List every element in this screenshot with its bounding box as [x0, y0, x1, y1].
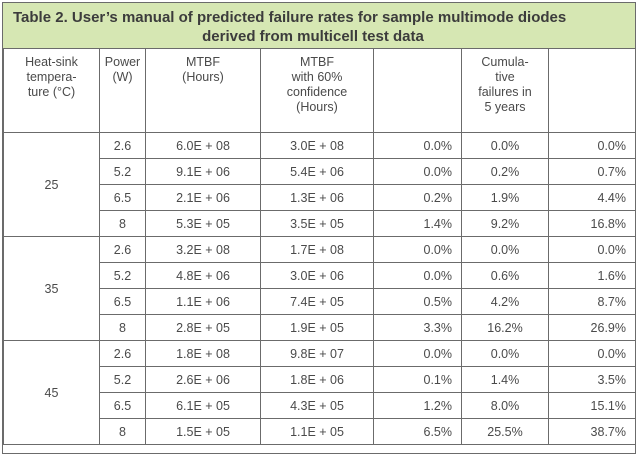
power-cell: 2.6 — [99, 340, 146, 367]
mtbf-cell: 6.1E + 05 — [145, 392, 261, 419]
cumulative-failure-cell: 4.2% — [461, 288, 549, 315]
mtbf-cell: 3.2E + 08 — [145, 236, 261, 263]
cumulative-failure-cell: 1.9% — [461, 184, 549, 211]
table-row: 35 2.6 3.2E + 08 1.7E + 08 0.0% 0.0% 0.0… — [3, 236, 636, 341]
cumulative-failure-cell: 8.0% — [461, 392, 549, 419]
power-cell: 8 — [99, 418, 146, 445]
temperature-cell: 35 — [3, 236, 100, 341]
table-row: 8 2.8E + 05 1.9E + 05 3.3% 16.2% 26.9% — [4, 314, 636, 341]
failure-pct-cell: 6.5% — [373, 418, 462, 445]
mtbf-60-cell: 3.5E + 05 — [260, 210, 374, 237]
cumulative-failure-cell: 0.0% — [461, 132, 549, 159]
mtbf-cell: 1.8E + 08 — [145, 340, 261, 367]
failure-pct-cell: 4.4% — [548, 184, 636, 211]
header-heat-sink-temperature: Heat-sink tempera- ture (°C) — [3, 48, 100, 133]
mtbf-60-cell: 4.3E + 05 — [260, 392, 374, 419]
cumulative-failure-cell: 25.5% — [461, 418, 549, 445]
table-row: 25 2.6 6.0E + 08 3.0E + 08 0.0% 0.0% 0.0… — [3, 132, 636, 237]
temperature-cell: 25 — [3, 132, 100, 237]
power-cell: 2.6 — [99, 236, 146, 263]
failure-pct-cell: 1.6% — [548, 262, 636, 289]
mtbf-cell: 5.3E + 05 — [145, 210, 261, 237]
power-cell: 8 — [99, 210, 146, 237]
header-cumulative-failures: Cumula- tive failures in 5 years — [461, 48, 549, 133]
power-cell: 2.6 — [99, 132, 146, 159]
mtbf-60-cell: 3.0E + 06 — [260, 262, 374, 289]
power-cell: 5.2 — [99, 262, 146, 289]
mtbf-60-cell: 9.8E + 07 — [260, 340, 374, 367]
table-row: 8 1.5E + 05 1.1E + 05 6.5% 25.5% 38.7% — [4, 418, 636, 445]
mtbf-60-cell: 5.4E + 06 — [260, 158, 374, 185]
failure-pct-cell: 0.2% — [373, 184, 462, 211]
failure-pct-cell: 0.0% — [373, 262, 462, 289]
mtbf-60-cell: 1.1E + 05 — [260, 418, 374, 445]
cumulative-failure-cell: 9.2% — [461, 210, 549, 237]
header-mtbf: MTBF (Hours) — [145, 48, 261, 133]
header-row: Heat-sink tempera- ture (°C) Power (W) M… — [3, 48, 636, 133]
mtbf-cell: 2.1E + 06 — [145, 184, 261, 211]
mtbf-cell: 6.0E + 08 — [145, 132, 261, 159]
failure-pct-cell: 1.2% — [373, 392, 462, 419]
table-row: 45 2.6 1.8E + 08 9.8E + 07 0.0% 0.0% 0.0… — [3, 340, 636, 445]
failure-pct-cell: 3.3% — [373, 314, 462, 341]
table-row: 5.2 9.1E + 06 5.4E + 06 0.0% 0.2% 0.7% — [4, 158, 636, 185]
failure-pct-cell: 15.1% — [548, 392, 636, 419]
temperature-cell: 45 — [3, 340, 100, 445]
failure-pct-cell: 8.7% — [548, 288, 636, 315]
header-mtbf-60-confidence: MTBF with 60% confidence (Hours) — [260, 48, 374, 133]
mtbf-cell: 1.5E + 05 — [145, 418, 261, 445]
header-blank-2 — [548, 48, 636, 133]
failure-pct-cell: 0.0% — [548, 132, 636, 159]
table-caption: Table 2. User’s manual of predicted fail… — [3, 3, 635, 49]
cumulative-failure-cell: 0.0% — [461, 340, 549, 367]
failure-pct-cell: 0.5% — [373, 288, 462, 315]
table-row: 5.2 2.6E + 06 1.8E + 06 0.1% 1.4% 3.5% — [4, 366, 636, 393]
cumulative-failure-cell: 0.6% — [461, 262, 549, 289]
failure-pct-cell: 3.5% — [548, 366, 636, 393]
cumulative-failure-cell: 0.0% — [461, 236, 549, 263]
failure-pct-cell: 0.0% — [548, 340, 636, 367]
failure-pct-cell: 0.0% — [373, 340, 462, 367]
mtbf-cell: 4.8E + 06 — [145, 262, 261, 289]
caption-line-1: Table 2. User’s manual of predicted fail… — [13, 9, 567, 26]
mtbf-60-cell: 1.7E + 08 — [260, 236, 374, 263]
cumulative-failure-cell: 16.2% — [461, 314, 549, 341]
mtbf-60-cell: 7.4E + 05 — [260, 288, 374, 315]
header-power: Power (W) — [99, 48, 146, 133]
caption-line-2: derived from multicell test data — [202, 28, 424, 45]
failure-rate-table: Heat-sink tempera- ture (°C) Power (W) M… — [3, 48, 636, 445]
mtbf-60-cell: 3.0E + 08 — [260, 132, 374, 159]
failure-pct-cell: 0.0% — [373, 132, 462, 159]
failure-pct-cell: 26.9% — [548, 314, 636, 341]
power-cell: 8 — [99, 314, 146, 341]
power-cell: 5.2 — [99, 158, 146, 185]
mtbf-60-cell: 1.3E + 06 — [260, 184, 374, 211]
mtbf-cell: 2.8E + 05 — [145, 314, 261, 341]
failure-pct-cell: 0.1% — [373, 366, 462, 393]
mtbf-60-cell: 1.8E + 06 — [260, 366, 374, 393]
power-cell: 5.2 — [99, 366, 146, 393]
power-cell: 6.5 — [99, 184, 146, 211]
failure-pct-cell: 1.4% — [373, 210, 462, 237]
mtbf-cell: 2.6E + 06 — [145, 366, 261, 393]
cumulative-failure-cell: 0.2% — [461, 158, 549, 185]
mtbf-60-cell: 1.9E + 05 — [260, 314, 374, 341]
failure-pct-cell: 0.0% — [548, 236, 636, 263]
header-blank-1 — [373, 48, 462, 133]
power-cell: 6.5 — [99, 288, 146, 315]
power-cell: 6.5 — [99, 392, 146, 419]
failure-pct-cell: 38.7% — [548, 418, 636, 445]
failure-pct-cell: 0.0% — [373, 236, 462, 263]
cumulative-failure-cell: 1.4% — [461, 366, 549, 393]
mtbf-cell: 1.1E + 06 — [145, 288, 261, 315]
table-frame: Table 2. User’s manual of predicted fail… — [2, 2, 636, 454]
failure-pct-cell: 16.8% — [548, 210, 636, 237]
table-row: 6.5 2.1E + 06 1.3E + 06 0.2% 1.9% 4.4% — [4, 184, 636, 211]
failure-pct-cell: 0.7% — [548, 158, 636, 185]
failure-pct-cell: 0.0% — [373, 158, 462, 185]
mtbf-cell: 9.1E + 06 — [145, 158, 261, 185]
